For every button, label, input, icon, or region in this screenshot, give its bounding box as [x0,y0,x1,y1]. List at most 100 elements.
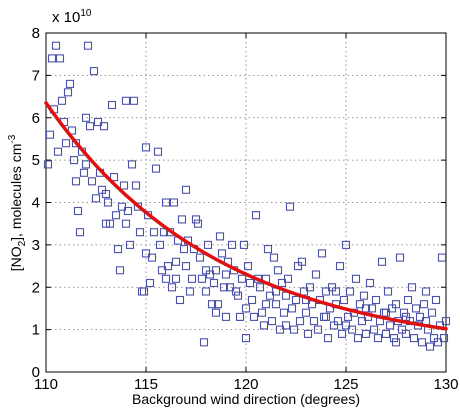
data-point [167,283,177,292]
data-point [79,168,89,177]
data-point [353,334,363,343]
data-point [303,329,313,338]
data-point [321,287,331,296]
data-point [147,253,157,262]
data-point [215,232,225,241]
data-point [185,287,195,296]
data-point [335,262,345,271]
data-point [385,321,395,330]
data-point [193,219,203,228]
x-axis-label: Background wind direction (degrees) [132,391,360,407]
y-tick-label: 2 [32,279,40,296]
data-point [233,291,243,300]
data-point [227,240,237,249]
y-tick-label: 3 [32,237,40,254]
data-point [221,270,231,279]
data-point [103,198,113,207]
data-point [295,317,305,326]
data-point [105,219,115,228]
data-point [73,206,83,216]
data-point [333,317,343,326]
data-point [101,189,111,199]
data-point [45,130,55,139]
data-point [395,253,405,262]
x-tick-label: 125 [333,376,358,393]
data-point [401,329,411,338]
data-point [267,317,277,326]
y-tick-label: 4 [32,195,40,212]
data-point [371,295,381,305]
data-point [141,143,151,152]
data-point [117,202,127,211]
data-point [83,41,93,50]
data-point [401,312,411,321]
data-point [115,266,125,275]
data-point [81,160,91,169]
data-point [91,194,101,203]
data-point [381,329,391,338]
data-point [161,198,171,207]
data-point [291,295,301,305]
data-point [355,300,365,309]
data-point [177,215,187,224]
data-point [367,304,377,313]
data-points [43,41,451,351]
data-point [403,295,413,305]
data-point [399,308,409,317]
data-point [431,295,441,305]
data-point [159,228,169,237]
y-tick-label: 8 [32,25,40,42]
data-point [139,287,149,296]
data-point [377,257,387,266]
data-point [43,160,53,169]
data-point [421,287,431,296]
data-point [285,202,295,211]
data-point [171,274,181,283]
x-tick-label: 115 [134,376,158,393]
data-point [153,147,163,156]
data-point [331,287,341,296]
data-point [283,274,293,283]
data-point [279,308,289,317]
data-point [65,79,75,88]
data-point [317,249,327,258]
data-point [323,334,333,343]
data-point [163,262,173,271]
data-point [225,283,235,292]
data-point [433,338,443,347]
data-point [273,266,283,275]
data-point [341,240,351,249]
data-point [419,300,429,309]
x-tick-label: 130 [433,376,458,393]
data-point [187,274,197,283]
data-point [425,342,435,351]
data-point [305,283,315,292]
data-point [287,304,297,313]
data-point [213,300,223,309]
data-point [249,312,259,321]
data-point [369,325,379,334]
data-point [51,41,61,50]
data-point [195,253,205,262]
data-point [337,329,347,338]
y-tick-label: 1 [32,322,40,339]
data-point [373,334,383,343]
data-point [57,96,67,105]
data-point [381,308,391,317]
data-point [407,283,417,292]
data-point [75,228,85,237]
data-point [345,287,355,296]
data-point [211,266,221,275]
data-point [63,88,73,97]
data-point [241,304,251,313]
data-point [437,253,447,262]
data-point [389,334,399,343]
data-point [199,338,209,347]
data-point [275,325,285,334]
data-point [151,164,161,173]
data-point [441,317,451,326]
data-point [243,262,253,271]
fit-curve [44,101,448,331]
data-point [47,54,57,63]
